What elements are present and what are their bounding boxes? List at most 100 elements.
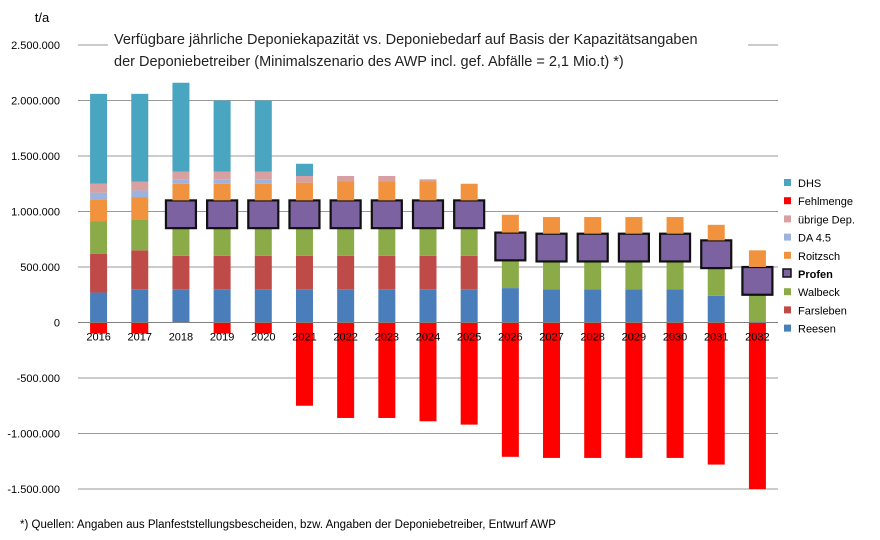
bar--brige-dep- — [337, 175, 355, 182]
y-tick-label: 500.000 — [20, 262, 60, 274]
bar--brige-dep- — [131, 181, 149, 191]
bar-roitzsch — [337, 181, 355, 201]
bar-fehlmenge — [295, 322, 313, 406]
bar-da-4-5 — [131, 190, 149, 198]
x-tick-label: 2026 — [498, 332, 522, 344]
bar-roitzsch — [295, 182, 313, 201]
bar-reesen — [172, 289, 190, 323]
bar-profen-outline — [329, 199, 362, 230]
bar-reesen — [337, 289, 355, 323]
bar-reesen — [625, 289, 643, 323]
legend-label-fehlmenge: Fehlmenge — [798, 196, 853, 208]
chart-title-line-2: der Deponiebetreiber (Minimalszenario de… — [114, 54, 624, 70]
bar-roitzsch — [419, 181, 437, 201]
y-tick-label: 1.000.000 — [11, 207, 60, 219]
bar-roitzsch — [378, 181, 396, 201]
axis-layer: 2.500.000 2.000.000 1.500.000 1.000.000 500.… — [7, 40, 778, 496]
bar-roitzsch — [748, 250, 766, 267]
bar-walbeck — [419, 228, 437, 256]
bar-profen-outline — [741, 265, 774, 296]
x-tick-label: 2016 — [86, 332, 110, 344]
bar-reesen — [584, 289, 602, 323]
bar-walbeck — [254, 228, 272, 256]
bar-da-4-5 — [172, 179, 190, 184]
legend-swatch-dhs — [784, 179, 791, 186]
bar-walbeck — [460, 228, 478, 256]
legend-swatch--brige-dep- — [784, 215, 791, 223]
bar-farsleben — [254, 255, 272, 290]
y-tick-label: -1.000.000 — [7, 429, 60, 441]
legend-swatch-roitzsch — [784, 251, 791, 259]
bar-reesen — [707, 295, 725, 323]
bar-farsleben — [337, 255, 355, 290]
legend-label-reesen: Reesen — [798, 324, 836, 336]
bar-farsleben — [378, 255, 396, 290]
bar-farsleben — [172, 255, 190, 290]
bar-dhs — [131, 93, 149, 182]
bar-reesen — [254, 289, 272, 323]
bar-reesen — [213, 289, 231, 323]
bar-fehlmenge — [501, 322, 519, 457]
bar-reesen — [666, 289, 684, 323]
x-tick-label: 2023 — [375, 332, 399, 344]
y-tick-label: -1.500.000 — [7, 484, 60, 496]
bar-walbeck — [584, 261, 602, 290]
bar-walbeck — [501, 260, 519, 289]
bar-profen-outline — [247, 199, 280, 230]
chart-title-line-1: Verfügbare jährliche Deponiekapazität vs… — [114, 32, 698, 48]
x-tick-label: 2018 — [169, 332, 193, 344]
bar--brige-dep- — [172, 171, 190, 180]
bar-profen-outline — [658, 232, 692, 263]
legend-swatch-farsleben — [784, 306, 791, 314]
bar-walbeck — [378, 228, 396, 256]
title-background — [108, 24, 748, 74]
bar-reesen — [543, 289, 561, 323]
legend-label-profen: Profen — [798, 269, 833, 281]
bar-fehlmenge — [625, 322, 643, 458]
bar-da-4-5 — [213, 179, 231, 184]
bar-fehlmenge — [254, 322, 272, 334]
bar-dhs — [295, 163, 313, 176]
bar-roitzsch — [172, 183, 190, 201]
bar-roitzsch — [460, 183, 478, 201]
legend-label-walbeck: Walbeck — [798, 287, 840, 299]
bar-farsleben — [90, 253, 108, 293]
bar-farsleben — [131, 250, 149, 290]
x-tick-label: 2019 — [210, 332, 234, 344]
bar--brige-dep- — [378, 175, 396, 182]
bar--brige-dep- — [213, 171, 231, 180]
bar-walbeck — [748, 294, 766, 323]
bar-reesen — [378, 289, 396, 323]
bar-walbeck — [90, 221, 108, 254]
bar-roitzsch — [707, 224, 725, 241]
bar-walbeck — [172, 228, 190, 256]
bar-walbeck — [213, 228, 231, 256]
bar-dhs — [90, 93, 108, 184]
bar-fehlmenge — [213, 322, 231, 334]
bar-reesen — [295, 289, 313, 323]
bar-roitzsch — [501, 214, 519, 233]
x-tick-label: 2031 — [704, 332, 728, 344]
bar--brige-dep- — [90, 183, 108, 193]
bar-farsleben — [295, 255, 313, 290]
bar-roitzsch — [625, 217, 643, 234]
bar-profen-outline — [535, 232, 568, 263]
legend-layer: DHS Fehlmenge übrige Dep. DA 4.5 Roitzsch Pro… — [782, 178, 855, 336]
legend-label-da-4-5: DA 4.5 — [798, 233, 831, 245]
legend-swatch-walbeck — [784, 288, 791, 296]
x-tick-label: 2032 — [745, 332, 769, 344]
legend-label--brige-dep-: übrige Dep. — [798, 214, 855, 226]
bar-walbeck — [666, 261, 684, 290]
bar-da-4-5 — [254, 179, 272, 184]
bar-reesen — [501, 288, 519, 323]
y-tick-label: 2.000.000 — [11, 96, 60, 108]
bar-reesen — [419, 289, 437, 323]
y-tick-label: 0 — [54, 318, 60, 330]
bar-profen-outline — [206, 199, 239, 230]
bar-profen-outline — [700, 239, 733, 270]
bar-walbeck — [543, 261, 561, 290]
bar-roitzsch — [213, 183, 231, 201]
bar-walbeck — [707, 268, 725, 296]
legend-swatch-profen — [782, 268, 792, 278]
